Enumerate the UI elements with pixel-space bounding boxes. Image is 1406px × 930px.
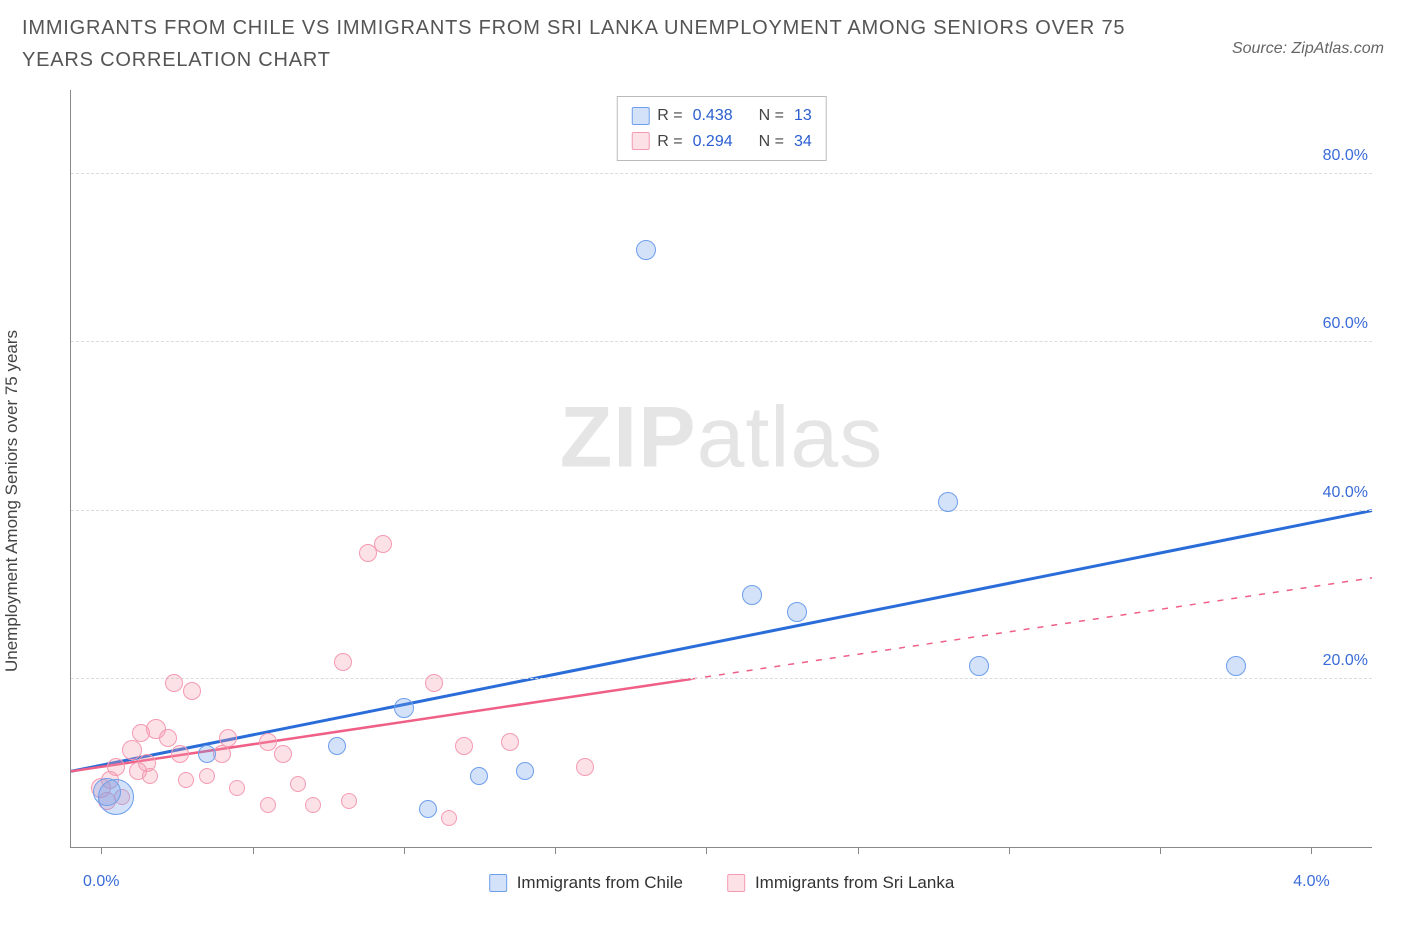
- x-tick-mark: [706, 847, 707, 854]
- x-tick-label: 0.0%: [83, 873, 119, 891]
- gridline: [71, 341, 1372, 342]
- x-tick-mark: [101, 847, 102, 854]
- data-point: [183, 682, 201, 700]
- x-tick-mark: [1009, 847, 1010, 854]
- data-point: [259, 733, 277, 751]
- series-legend: Immigrants from Chile Immigrants from Sr…: [489, 873, 955, 893]
- data-point: [198, 745, 216, 763]
- swatch-icon: [727, 874, 745, 892]
- data-point: [171, 745, 189, 763]
- swatch-icon: [631, 107, 649, 125]
- data-point: [334, 653, 352, 671]
- data-point: [199, 768, 215, 784]
- data-point: [425, 674, 443, 692]
- gridline: [71, 678, 1372, 679]
- data-point: [328, 737, 346, 755]
- x-tick-mark: [1160, 847, 1161, 854]
- data-point: [394, 698, 414, 718]
- swatch-icon: [489, 874, 507, 892]
- data-point: [1226, 656, 1246, 676]
- x-tick-mark: [555, 847, 556, 854]
- r-label: R =: [657, 129, 682, 155]
- gridline: [71, 173, 1372, 174]
- legend-row-srilanka: R = 0.294 N = 34: [631, 129, 812, 155]
- data-point: [219, 729, 237, 747]
- y-axis-label: Unemployment Among Seniors over 75 years: [2, 330, 22, 672]
- legend-label: Immigrants from Sri Lanka: [755, 873, 954, 893]
- data-point: [107, 758, 125, 776]
- chart-plot-area: ZIPatlas R = 0.438 N = 13 R = 0.294 N = …: [70, 90, 1372, 848]
- data-point: [470, 767, 488, 785]
- data-point: [165, 674, 183, 692]
- data-point: [576, 758, 594, 776]
- data-point: [787, 602, 807, 622]
- n-label: N =: [759, 103, 784, 129]
- y-tick-label: 60.0%: [1323, 315, 1368, 333]
- data-point: [938, 492, 958, 512]
- data-point: [455, 737, 473, 755]
- data-point: [274, 745, 292, 763]
- x-tick-mark: [404, 847, 405, 854]
- correlation-legend-box: R = 0.438 N = 13 R = 0.294 N = 34: [616, 96, 827, 161]
- legend-row-chile: R = 0.438 N = 13: [631, 103, 812, 129]
- plot-wrap: Unemployment Among Seniors over 75 years…: [22, 90, 1384, 912]
- n-label: N =: [759, 129, 784, 155]
- data-point: [969, 656, 989, 676]
- gridline: [71, 510, 1372, 511]
- n-value: 34: [792, 129, 812, 155]
- r-value: 0.438: [691, 103, 733, 129]
- legend-item-chile: Immigrants from Chile: [489, 873, 683, 893]
- data-point: [742, 585, 762, 605]
- legend-label: Immigrants from Chile: [517, 873, 683, 893]
- data-point: [229, 780, 245, 796]
- r-label: R =: [657, 103, 682, 129]
- x-tick-mark: [858, 847, 859, 854]
- y-tick-label: 80.0%: [1323, 147, 1368, 165]
- data-point: [305, 797, 321, 813]
- chart-title: IMMIGRANTS FROM CHILE VS IMMIGRANTS FROM…: [22, 12, 1142, 76]
- data-point: [419, 800, 437, 818]
- r-value: 0.294: [691, 129, 733, 155]
- header-row: IMMIGRANTS FROM CHILE VS IMMIGRANTS FROM…: [0, 0, 1406, 76]
- data-point: [636, 240, 656, 260]
- swatch-icon: [631, 132, 649, 150]
- x-tick-mark: [1311, 847, 1312, 854]
- data-point: [159, 729, 177, 747]
- data-point: [374, 535, 392, 553]
- data-point: [501, 733, 519, 751]
- data-point: [290, 776, 306, 792]
- trend-line: [691, 578, 1372, 679]
- source-credit: Source: ZipAtlas.com: [1232, 12, 1384, 58]
- y-tick-label: 40.0%: [1323, 484, 1368, 502]
- data-point: [98, 779, 134, 815]
- data-point: [441, 810, 457, 826]
- legend-item-srilanka: Immigrants from Sri Lanka: [727, 873, 954, 893]
- y-tick-label: 20.0%: [1323, 652, 1368, 670]
- x-tick-label: 4.0%: [1293, 873, 1329, 891]
- data-point: [516, 762, 534, 780]
- data-point: [341, 793, 357, 809]
- data-point: [260, 797, 276, 813]
- data-point: [142, 768, 158, 784]
- n-value: 13: [792, 103, 812, 129]
- data-point: [178, 772, 194, 788]
- x-tick-mark: [253, 847, 254, 854]
